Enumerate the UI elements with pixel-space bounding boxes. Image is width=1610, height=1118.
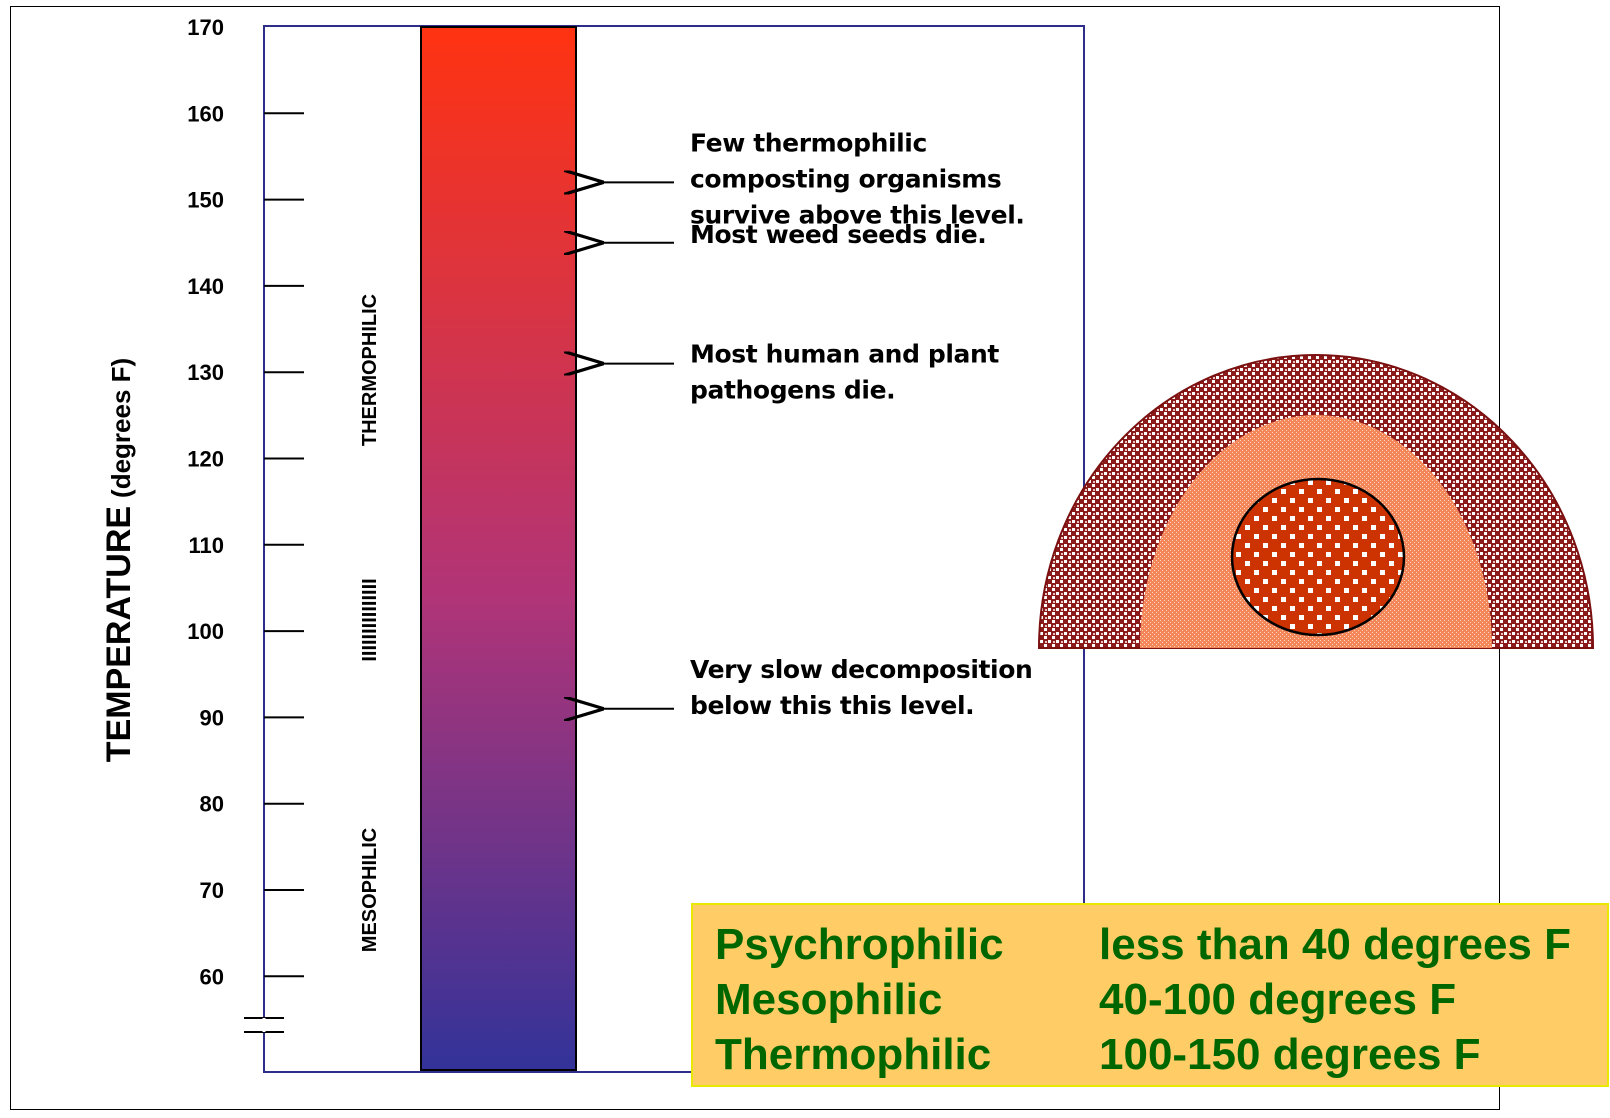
- annotation: Most human and plant pathogens die.: [604, 340, 1000, 405]
- thermophilic-zone-label: THERMOPHILIC: [359, 294, 381, 446]
- annotation-line: composting organisms: [690, 164, 1001, 193]
- tick-label: 140: [187, 274, 224, 299]
- annotation-line: below this this level.: [690, 691, 974, 720]
- axis-break: [244, 1017, 284, 1033]
- tick-label: 120: [187, 447, 224, 472]
- axis-title: TEMPERATURE(degrees F): [100, 358, 138, 762]
- annotations: Few thermophilic composting organisms surv…: [604, 128, 1033, 720]
- annotation: Few thermophilic composting organisms surv…: [604, 128, 1025, 229]
- legend-name: Psychrophilic: [715, 919, 1004, 969]
- tick-label: 100: [187, 619, 224, 644]
- legend-row-psychrophilic: Psychrophilic less than 40 degrees F: [715, 917, 1607, 972]
- pile-core: [1230, 477, 1406, 637]
- tick-label: 60: [200, 964, 224, 989]
- tick-label: 170: [187, 15, 224, 40]
- annotation: Very slow decomposition below this this l…: [604, 655, 1033, 720]
- annotation-line: Most weed seeds die.: [690, 220, 986, 249]
- legend-row-mesophilic: Mesophilic 40-100 degrees F: [715, 972, 1607, 1027]
- tick-label: 150: [187, 188, 224, 213]
- tick-label: 160: [187, 101, 224, 126]
- legend-name: Mesophilic: [715, 974, 943, 1024]
- annotation-line: Few thermophilic: [690, 128, 927, 157]
- temperature-range-legend: Psychrophilic less than 40 degrees F Mes…: [691, 903, 1609, 1087]
- mesophilic-zone-label: MESOPHILIC: [359, 828, 381, 952]
- compost-pile-cross-section: [1037, 354, 1595, 649]
- tick-label: 90: [200, 705, 224, 730]
- temperature-gradient-bar: [420, 26, 577, 1071]
- tick-label: 130: [187, 360, 224, 385]
- tick-label: 110: [189, 533, 225, 558]
- legend-row-thermophilic: Thermophilic 100-150 degrees F: [715, 1027, 1607, 1082]
- annotation-line: Very slow decomposition: [690, 655, 1032, 684]
- legend-range: less than 40 degrees F: [1099, 919, 1571, 969]
- tick-label: 70: [200, 878, 224, 903]
- annotation-line: pathogens die.: [690, 376, 895, 405]
- annotation: Most weed seeds die.: [604, 220, 987, 249]
- legend-name: Thermophilic: [715, 1029, 992, 1079]
- tick-label: 80: [200, 792, 224, 817]
- transition-zone-marks: IIIIIIIIIIIIIII: [359, 578, 381, 661]
- legend-range: 100-150 degrees F: [1099, 1029, 1481, 1079]
- annotation-line: survive above this level.: [690, 200, 1024, 229]
- annotation-line: Most human and plant: [690, 340, 999, 369]
- legend-range: 40-100 degrees F: [1099, 974, 1457, 1024]
- axis-ticks: 170 160 150 140 130 120 110 100 90 80 70 60: [187, 15, 304, 989]
